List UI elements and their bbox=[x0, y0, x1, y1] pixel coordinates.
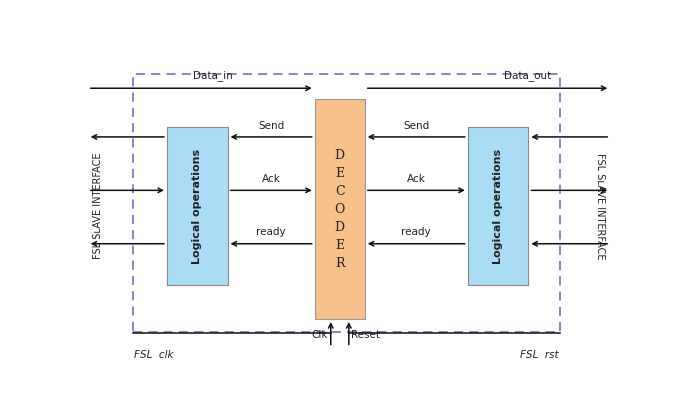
Text: ready: ready bbox=[402, 227, 431, 237]
Text: Reset: Reset bbox=[351, 330, 381, 339]
Text: D
E
C
O
D
E
R: D E C O D E R bbox=[334, 149, 345, 270]
Bar bbox=[315, 99, 365, 319]
Text: Send: Send bbox=[258, 121, 284, 131]
Bar bbox=[167, 127, 227, 285]
Text: FSL SʟAVE INTERFACE: FSL SʟAVE INTERFACE bbox=[93, 153, 104, 259]
Text: Ack: Ack bbox=[407, 174, 426, 184]
Text: Data_in: Data_in bbox=[193, 71, 233, 81]
Text: ready: ready bbox=[256, 227, 286, 237]
Text: Send: Send bbox=[403, 121, 430, 131]
Text: Logical operations: Logical operations bbox=[493, 149, 503, 264]
Bar bbox=[133, 74, 560, 332]
Text: Clk: Clk bbox=[312, 330, 328, 339]
Text: FSL  clk: FSL clk bbox=[133, 350, 173, 360]
Bar bbox=[468, 127, 528, 285]
Text: Data_out: Data_out bbox=[504, 71, 552, 81]
Text: FSL SʟAVE INTERFACE: FSL SʟAVE INTERFACE bbox=[595, 153, 605, 259]
Text: Logical operations: Logical operations bbox=[192, 149, 202, 264]
Text: FSL  rst: FSL rst bbox=[520, 350, 559, 360]
Text: Ack: Ack bbox=[262, 174, 281, 184]
